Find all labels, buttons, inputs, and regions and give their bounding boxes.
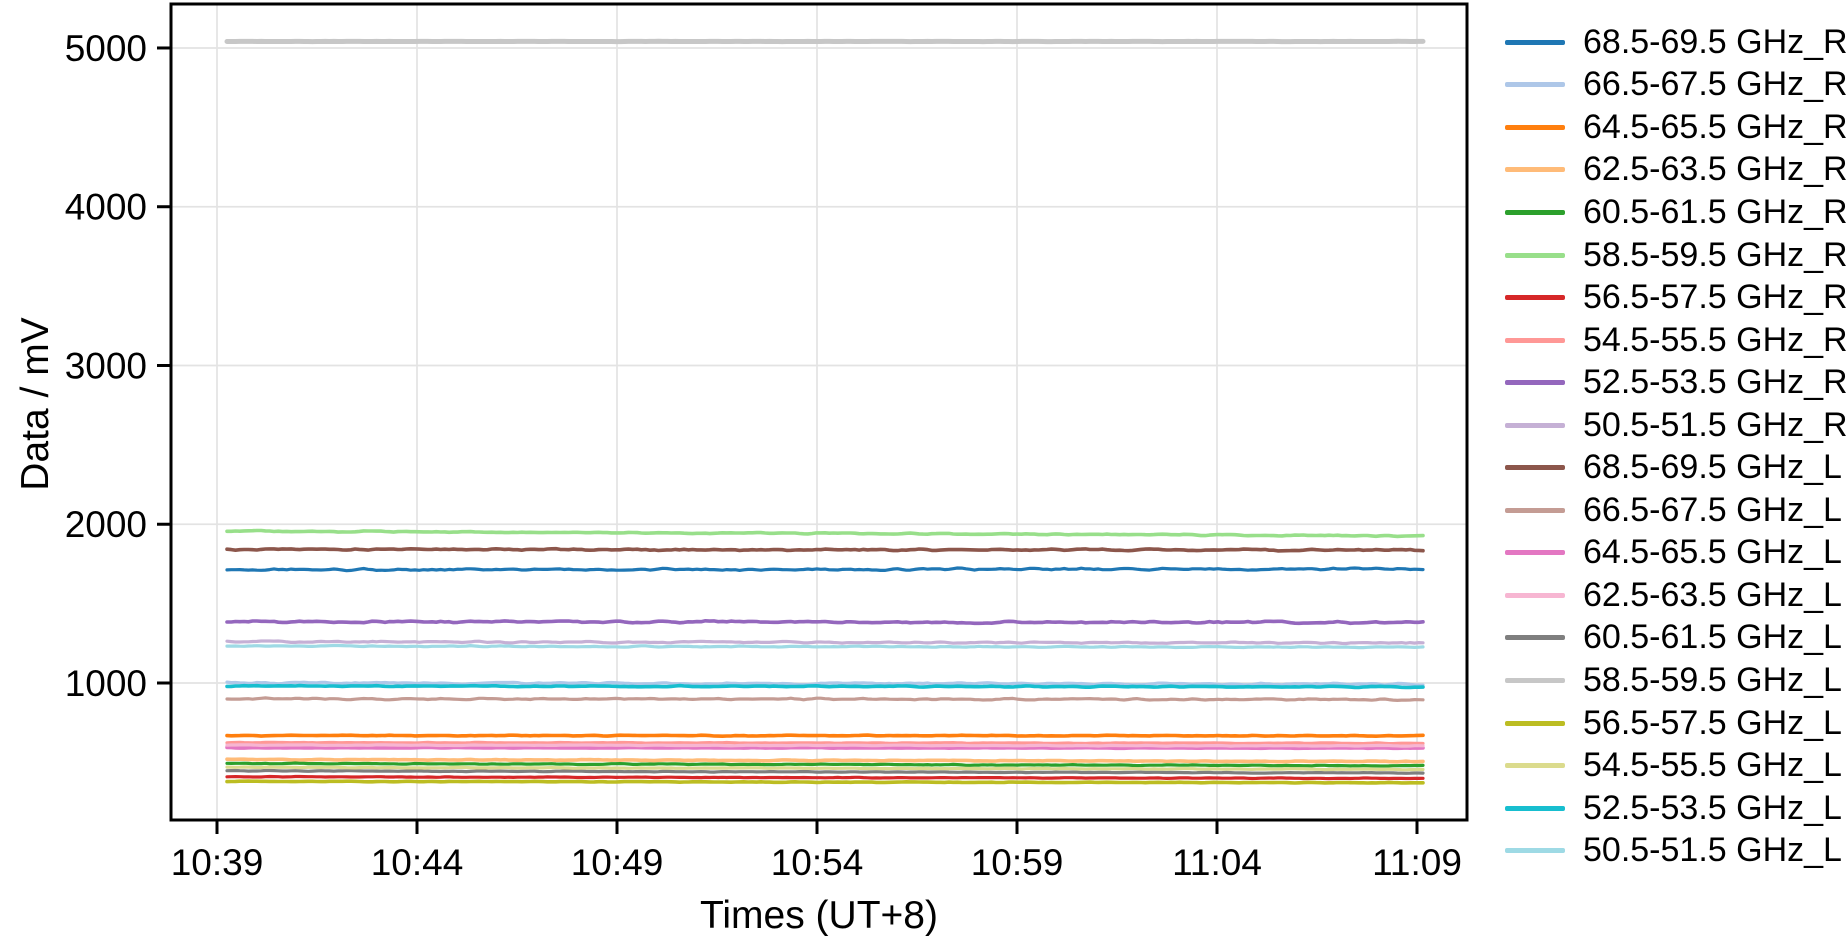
x-tick-label: 11:09	[1372, 842, 1462, 883]
legend-swatch	[1505, 848, 1565, 854]
series-line-52-5-53-5-ghz-l	[225, 683, 1425, 690]
legend-item: 60.5-61.5 GHz_R	[1505, 191, 1847, 234]
series-line-50-5-51-5-ghz-r	[225, 639, 1425, 646]
x-tick-label: 10:49	[571, 842, 664, 883]
legend-swatch	[1505, 763, 1565, 769]
legend-item: 50.5-51.5 GHz_L	[1505, 829, 1847, 872]
x-tick-label: 10:44	[371, 842, 464, 883]
series-line-54-5-55-5-ghz-l	[225, 765, 1425, 772]
series-line-56-5-57-5-ghz-l	[225, 779, 1425, 785]
legend-item: 56.5-57.5 GHz_R	[1505, 276, 1847, 319]
series-line-64-5-65-5-ghz-l	[225, 745, 1425, 751]
legend-swatch	[1505, 720, 1565, 726]
legend-label: 58.5-59.5 GHz_R	[1583, 235, 1847, 274]
legend-swatch	[1505, 209, 1565, 215]
series-line-68-5-69-5-ghz-r	[225, 566, 1425, 573]
legend-swatch	[1505, 337, 1565, 343]
series-line-54-5-55-5-ghz-r	[225, 740, 1425, 746]
plot-border	[169, 2, 1469, 822]
legend-item: 64.5-65.5 GHz_L	[1505, 532, 1847, 575]
series-line-64-5-65-5-ghz-r	[225, 733, 1425, 739]
x-tick-label: 10:59	[971, 842, 1064, 883]
series-line-58-5-59-5-ghz-r	[225, 528, 1425, 539]
legend-label: 56.5-57.5 GHz_L	[1583, 703, 1842, 742]
series-line-60-5-61-5-ghz-l	[225, 768, 1425, 775]
y-axis-label: Data / mV	[14, 317, 57, 491]
legend-swatch	[1505, 124, 1565, 130]
y-tick-label: 4000	[65, 187, 147, 228]
legend-label: 68.5-69.5 GHz_R	[1583, 22, 1847, 61]
x-tick-label: 11:04	[1172, 842, 1262, 883]
legend-item: 52.5-53.5 GHz_L	[1505, 787, 1847, 830]
legend-swatch	[1505, 507, 1565, 513]
legend-label: 54.5-55.5 GHz_R	[1583, 320, 1847, 359]
series-line-66-5-67-5-ghz-l	[225, 696, 1425, 703]
legend-swatch	[1505, 380, 1565, 386]
series-line-66-5-67-5-ghz-r	[225, 680, 1425, 687]
legend-label: 54.5-55.5 GHz_L	[1583, 746, 1842, 785]
legend-swatch	[1505, 39, 1565, 45]
legend-swatch	[1505, 295, 1565, 301]
series-line-62-5-63-5-ghz-l	[225, 743, 1425, 748]
y-tick-label: 1000	[65, 663, 147, 704]
legend-label: 52.5-53.5 GHz_R	[1583, 363, 1847, 402]
legend-label: 60.5-61.5 GHz_R	[1583, 192, 1847, 231]
legend-item: 64.5-65.5 GHz_R	[1505, 106, 1847, 149]
legend-label: 52.5-53.5 GHz_L	[1583, 788, 1842, 827]
legend-item: 66.5-67.5 GHz_R	[1505, 64, 1847, 107]
series-line-68-5-69-5-ghz-l	[225, 546, 1425, 553]
legend-label: 64.5-65.5 GHz_R	[1583, 107, 1847, 146]
x-axis-label: Times (UT+8)	[700, 894, 938, 937]
legend-label: 56.5-57.5 GHz_R	[1583, 278, 1847, 317]
legend-swatch	[1505, 252, 1565, 258]
legend-swatch	[1505, 167, 1565, 173]
legend-swatch	[1505, 677, 1565, 683]
legend-swatch	[1505, 465, 1565, 471]
legend-label: 66.5-67.5 GHz_L	[1583, 490, 1842, 529]
series-line-56-5-57-5-ghz-r	[225, 774, 1425, 781]
y-tick-label: 5000	[65, 28, 147, 69]
legend-label: 64.5-65.5 GHz_L	[1583, 533, 1842, 572]
legend: 68.5-69.5 GHz_R 66.5-67.5 GHz_R 64.5-65.5 …	[1505, 21, 1847, 872]
legend-label: 62.5-63.5 GHz_L	[1583, 575, 1842, 614]
legend-label: 62.5-63.5 GHz_R	[1583, 150, 1847, 189]
legend-item: 62.5-63.5 GHz_R	[1505, 149, 1847, 192]
legend-item: 56.5-57.5 GHz_L	[1505, 702, 1847, 745]
legend-swatch	[1505, 592, 1565, 598]
legend-item: 58.5-59.5 GHz_L	[1505, 659, 1847, 702]
legend-item: 54.5-55.5 GHz_R	[1505, 319, 1847, 362]
legend-swatch	[1505, 82, 1565, 88]
legend-item: 68.5-69.5 GHz_L	[1505, 446, 1847, 489]
legend-swatch	[1505, 635, 1565, 641]
x-tick-label: 10:39	[171, 842, 264, 883]
legend-label: 58.5-59.5 GHz_L	[1583, 660, 1842, 699]
legend-item: 62.5-63.5 GHz_L	[1505, 574, 1847, 617]
legend-item: 54.5-55.5 GHz_L	[1505, 744, 1847, 787]
legend-swatch	[1505, 550, 1565, 556]
legend-item: 68.5-69.5 GHz_R	[1505, 21, 1847, 64]
legend-swatch	[1505, 805, 1565, 811]
x-tick-label: 10:54	[771, 842, 864, 883]
legend-label: 68.5-69.5 GHz_L	[1583, 448, 1842, 487]
legend-swatch	[1505, 422, 1565, 428]
legend-item: 58.5-59.5 GHz_R	[1505, 234, 1847, 277]
legend-label: 60.5-61.5 GHz_L	[1583, 618, 1842, 657]
legend-item: 50.5-51.5 GHz_R	[1505, 404, 1847, 447]
legend-item: 60.5-61.5 GHz_L	[1505, 617, 1847, 660]
series-line-52-5-53-5-ghz-r	[225, 618, 1425, 626]
series-line-60-5-61-5-ghz-r	[225, 761, 1425, 768]
legend-label: 50.5-51.5 GHz_L	[1583, 831, 1842, 870]
y-tick-label: 3000	[65, 345, 147, 386]
y-tick-label: 2000	[65, 504, 147, 545]
series-line-62-5-63-5-ghz-r	[225, 757, 1425, 764]
legend-item: 66.5-67.5 GHz_L	[1505, 489, 1847, 532]
legend-item: 52.5-53.5 GHz_R	[1505, 361, 1847, 404]
legend-label: 50.5-51.5 GHz_R	[1583, 405, 1847, 444]
series-line-50-5-51-5-ghz-l	[225, 643, 1425, 650]
legend-label: 66.5-67.5 GHz_R	[1583, 65, 1847, 104]
